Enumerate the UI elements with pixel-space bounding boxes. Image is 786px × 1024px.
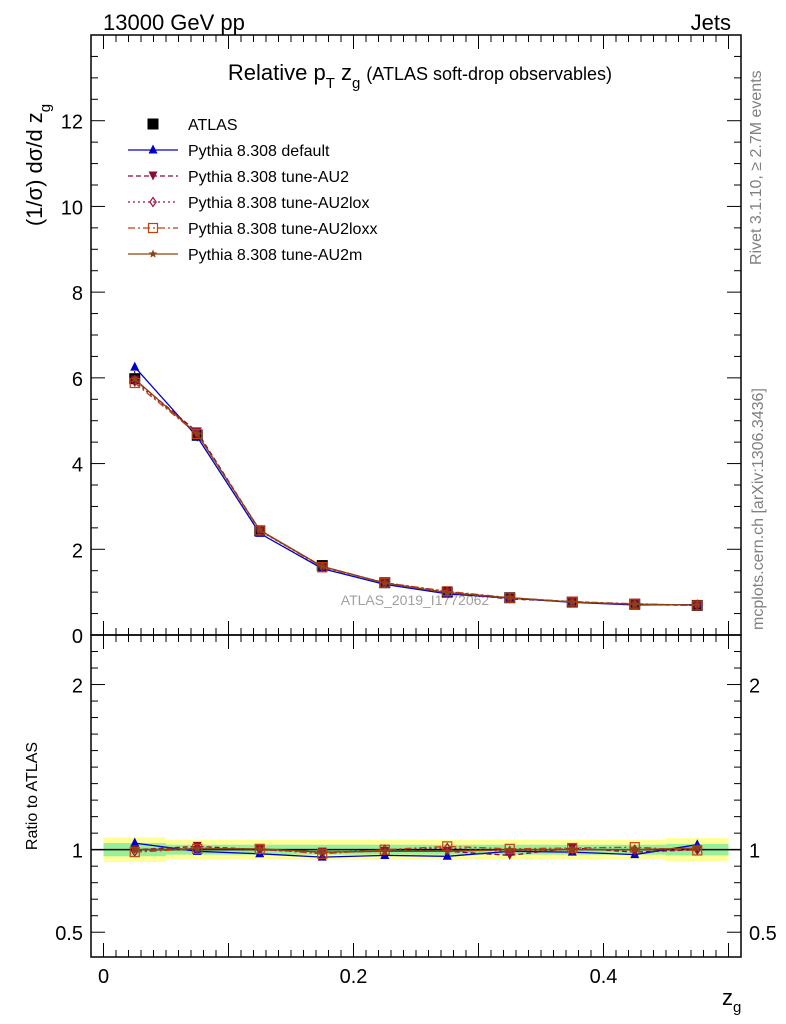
main-point-pythia-8-308-tune-au2m [192,429,202,438]
main-y-tick-label: 12 [61,112,83,134]
main-series-line-pythia-8-308-tune-au2lox [134,380,698,607]
ratio-series-group [129,837,703,861]
legend: ATLAS Pythia 8.308 default Pythia 8.308 tu… [128,117,377,264]
ratio-point-pythia-8-308-tune-au2m [317,847,327,856]
ratio-series-line-pythia-8-308-tune-au2lox [134,847,698,854]
plot-title: Relative pT zg (ATLAS soft-drop observable… [228,60,612,92]
ratio-y-tick-label: 2 [72,676,83,698]
legend-marker-pythia-8-308-tune-au2lox [149,196,157,208]
ratio-point-pythia-8-308-tune-au2loxx [567,842,578,854]
ratio-point-pythia-8-308-tune-au2loxx [504,843,515,854]
rivet-version-label: Rivet 3.1.10, ≥ 2.7M events [748,70,765,265]
ratio-series-line-pythia-8-308-default [134,842,698,858]
mcplots-label: mcplots.cern.ch [arXiv:1306.3436] [750,388,767,630]
legend-marker-pythia-8-308-tune-au2 [148,171,158,181]
legend-label-pythia-8-308-tune-au2m: Pythia 8.308 tune-AU2m [188,247,362,264]
main-point-pythia-8-308-tune-au2m [442,588,452,597]
ratio-point-pythia-8-308-tune-au2m [567,845,577,854]
main-point-pythia-8-308-tune-au2m [380,578,390,587]
main-point-pythia-8-308-tune-au2m [567,597,577,606]
main-point-pythia-8-308-default [130,361,140,371]
ratio-y-tick-label-right: 2 [749,676,760,698]
ratio-point-pythia-8-308-tune-au2lox [193,842,202,854]
ratio-point-pythia-8-308-default [130,837,140,847]
x-tick-label: 0.4 [590,966,618,988]
main-y-tick-label: 0 [72,626,83,648]
ratio-y-axis-label: Ratio to ATLAS [24,742,41,850]
main-series-line-pythia-8-308-tune-au2m [134,378,698,606]
legend-marker-atlas [147,118,159,130]
main-point-pythia-8-308-tune-au2lox [130,375,139,387]
main-point-pythia-8-308-tune-au2loxx [379,577,390,588]
main-y-tick-label: 4 [72,455,83,477]
main-point-pythia-8-308-tune-au2m [255,525,265,534]
ratio-point-pythia-8-308-tune-au2m [505,845,515,854]
main-point-pythia-8-308-tune-au2m [505,593,515,602]
main-point-pythia-8-308-tune-au2m [630,599,640,608]
legend-label-atlas: ATLAS [188,117,238,134]
ratio-y-tick-label-right: 0.5 [749,923,777,945]
header-process-label: Jets [691,10,731,35]
main-series-line-pythia-8-308-default [134,366,698,606]
ratio-y-tick-label-right: 1 [749,841,760,863]
x-tick-label: 0.2 [340,966,368,988]
legend-marker-pythia-8-308-default [148,144,158,154]
main-y-tick-label: 8 [72,283,83,305]
ratio-point-pythia-8-308-tune-au2m [692,843,702,852]
main-y-tick-label: 2 [72,540,83,562]
main-y-axis-label: (1/σ) dσ/d zg [22,104,54,226]
ratio-y-tick-label: 1 [72,841,83,863]
legend-marker-pythia-8-308-tune-au2m [148,249,158,258]
main-y-tick-label: 10 [61,197,83,219]
main-series-line-pythia-8-308-tune-au2loxx [134,382,698,607]
main-y-tick-label: 6 [72,369,83,391]
legend-label-pythia-8-308-tune-au2loxx: Pythia 8.308 tune-AU2loxx [188,221,377,238]
main-series-line-pythia-8-308-tune-au2 [134,379,698,607]
ratio-panel-frame [90,634,742,958]
ratio-point-pythia-8-308-tune-au2m [192,844,202,853]
legend-label-pythia-8-308-tune-au2: Pythia 8.308 tune-AU2 [188,169,349,186]
ratio-point-pythia-8-308-tune-au2m [130,845,140,854]
legend-marker-pythia-8-308-tune-au2loxx [147,222,159,234]
ratio-point-pythia-8-308-tune-au2loxx [379,844,390,855]
ratio-y-tick-label: 0.5 [55,923,83,945]
ratio-series-line-pythia-8-308-tune-au2m [134,847,698,853]
main-point-pythia-8-308-tune-au2m [130,374,140,383]
legend-label-pythia-8-308-default: Pythia 8.308 default [188,143,330,160]
header-beam-label: 13000 GeV pp [103,10,245,35]
ratio-axis-ticks: 0.5 0.5 1 1 2 2 0 0.2 0.4 [55,635,777,988]
x-axis-label: zg [722,985,741,1016]
ratio-point-pythia-8-308-tune-au2m [380,846,390,855]
main-point-pythia-8-308-tune-au2m [692,600,702,609]
main-series-group [129,361,703,611]
x-tick-label: 0 [98,966,109,988]
ratio-point-pythia-8-308-tune-au2m [442,846,452,855]
ratio-point-pythia-8-308-tune-au2m [630,845,640,854]
main-axis-ticks: 0 2 4 6 8 10 12 [61,35,741,648]
main-point-pythia-8-308-tune-au2m [317,561,327,571]
ratio-point-pythia-8-308-tune-au2m [255,844,265,853]
legend-label-pythia-8-308-tune-au2lox: Pythia 8.308 tune-AU2lox [188,195,369,212]
